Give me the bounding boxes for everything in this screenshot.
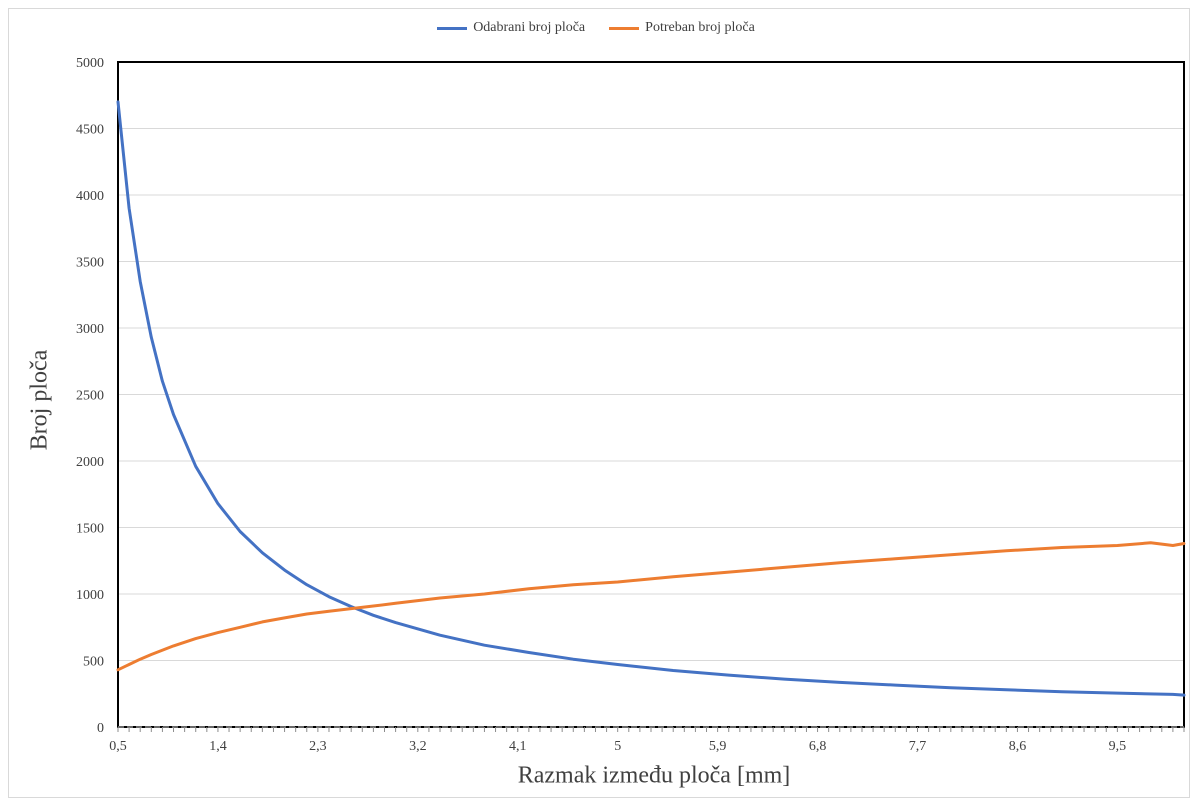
x-tick-label: 2,3 (309, 739, 327, 754)
y-tick-label: 4500 (76, 123, 104, 138)
legend-swatch-odabrani (437, 26, 468, 30)
legend-swatch-potreban (609, 26, 640, 30)
legend-label-odabrani: Odabrani broj ploča (473, 20, 586, 35)
legend-item-odabrani: Odabrani broj ploča (437, 20, 585, 36)
x-tick-label: 8,6 (1009, 739, 1027, 754)
series-line-odabrani (116, 100, 1186, 697)
x-tick-label: 9,5 (1109, 739, 1127, 754)
y-tick-label: 0 (97, 721, 104, 736)
x-axis-label: Razmak između ploča [mm] (517, 762, 791, 789)
y-tick-label: 3000 (76, 322, 104, 337)
y-tick-label: 2000 (76, 455, 104, 470)
x-tick-label: 3,2 (409, 739, 427, 754)
y-tick-label: 4000 (76, 189, 104, 204)
x-tick-label: 7,7 (909, 739, 927, 754)
y-tick-label: 5000 (76, 56, 104, 71)
y-tick-label: 2500 (76, 389, 104, 404)
series-line-potreban (116, 541, 1186, 672)
legend-item-potreban: Potreban broj ploča (609, 20, 755, 36)
y-tick-label: 1000 (76, 588, 104, 603)
legend-label-potreban: Potreban broj ploča (645, 20, 755, 35)
chart-frame (8, 8, 1190, 798)
x-tick-label: 5,9 (709, 739, 727, 754)
y-tick-label: 3500 (76, 256, 104, 271)
x-tick-label: 0,5 (109, 739, 127, 754)
y-tick-label: 500 (83, 655, 104, 670)
y-axis-label: Broj ploča (26, 349, 53, 451)
x-tick-label: 6,8 (809, 739, 827, 754)
x-tick-label: 1,4 (209, 739, 227, 754)
x-tick-label: 4,1 (509, 739, 527, 754)
x-tick-label: 5 (614, 739, 621, 754)
y-tick-label: 1500 (76, 522, 104, 537)
chart-legend: Odabrani broj ploča Potreban broj ploča (0, 20, 1192, 36)
